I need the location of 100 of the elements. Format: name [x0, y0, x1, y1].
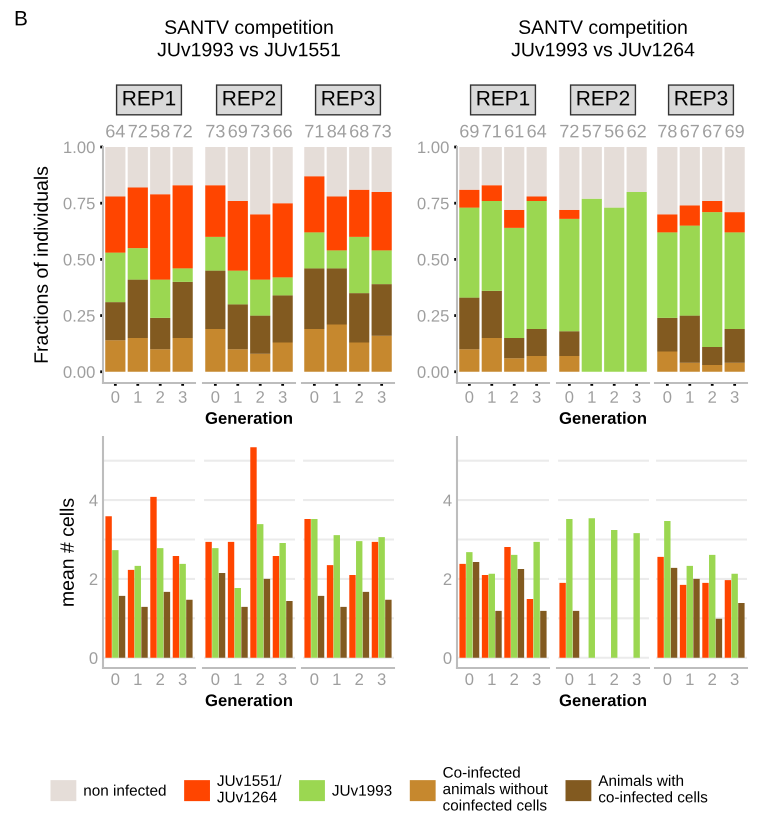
bar — [228, 349, 248, 372]
bar — [686, 566, 693, 658]
bar — [626, 192, 647, 372]
y-tick-label: 0.00 — [64, 366, 95, 378]
bar — [228, 147, 248, 201]
bar — [257, 524, 264, 658]
bar — [172, 282, 193, 338]
x-tick-label: 3 — [278, 391, 287, 403]
bar — [670, 568, 678, 658]
bar — [172, 147, 193, 186]
bar — [304, 268, 324, 330]
bar — [179, 564, 186, 658]
bar — [372, 336, 392, 372]
chart-title: REP3 — [675, 90, 728, 106]
bar — [349, 236, 370, 294]
bar — [205, 329, 226, 372]
bar — [150, 194, 170, 280]
text: 72 — [128, 124, 147, 138]
bar — [724, 329, 745, 363]
bar — [304, 176, 324, 232]
bar — [504, 147, 524, 210]
text: 73 — [372, 124, 391, 138]
bar — [482, 185, 502, 201]
bar — [385, 600, 392, 658]
bar — [128, 570, 134, 658]
y-axis-title: Fractions of individuals — [34, 166, 48, 362]
bar — [205, 147, 226, 186]
bar — [526, 196, 547, 201]
bar — [626, 147, 647, 192]
x-tick-label: 2 — [510, 391, 518, 403]
bar — [205, 542, 212, 658]
bar — [709, 554, 716, 658]
text: 57 — [582, 124, 601, 138]
bar — [693, 578, 700, 658]
bar — [702, 200, 722, 212]
bar — [264, 578, 270, 658]
bar — [311, 518, 318, 658]
x-tick-label: 2 — [256, 391, 264, 403]
x-tick-label: 0 — [565, 391, 574, 403]
bar — [326, 324, 347, 372]
bar — [128, 280, 148, 338]
bar — [472, 562, 480, 658]
bar — [128, 338, 148, 372]
bar — [272, 295, 293, 343]
bar — [318, 596, 324, 658]
text: 64 — [528, 124, 546, 138]
bar — [657, 147, 678, 214]
bar — [657, 214, 678, 232]
text: 69 — [460, 124, 479, 138]
y-tick-label: 0.25 — [418, 310, 449, 322]
bar — [205, 185, 226, 237]
x-tick-label: 3 — [632, 673, 641, 686]
chart-title: REP3 — [322, 90, 374, 106]
text: SANTV competition JUv1993 vs JUv1264 — [511, 20, 694, 56]
x-tick-label: 3 — [178, 673, 187, 686]
bar — [680, 362, 700, 372]
bar — [680, 226, 700, 316]
legend-label: Co-infected animals without coinfected cells — [443, 766, 548, 811]
bar — [680, 205, 700, 226]
y-tick-label: 0.25 — [64, 310, 95, 322]
bar — [172, 185, 193, 268]
bar — [326, 250, 347, 268]
bar — [459, 298, 480, 350]
x-tick-label: 1 — [234, 391, 242, 403]
bar — [304, 147, 324, 176]
x-tick-label: 0 — [310, 391, 318, 403]
bar — [526, 200, 547, 330]
text: 61 — [505, 124, 524, 138]
bar — [459, 147, 480, 190]
y-tick-label: 0.00 — [418, 366, 449, 378]
bar — [724, 147, 745, 212]
bar — [172, 338, 193, 372]
x-tick-label: 0 — [663, 391, 672, 403]
bar — [372, 284, 392, 336]
bar — [128, 147, 148, 188]
bar — [702, 147, 722, 201]
bar — [326, 196, 347, 250]
bar — [205, 270, 226, 330]
x-tick-label: 2 — [355, 673, 364, 685]
bar — [504, 358, 524, 372]
x-tick-label: 2 — [708, 673, 716, 685]
bar — [112, 550, 119, 658]
bar — [250, 147, 270, 214]
bar — [218, 573, 226, 658]
bar — [724, 212, 745, 232]
bar — [362, 592, 370, 658]
bar — [157, 548, 164, 658]
bar — [504, 338, 524, 358]
x-tick-label: 1 — [333, 391, 341, 403]
bar — [272, 203, 293, 278]
x-tick-label: 2 — [510, 673, 518, 685]
bar — [272, 342, 293, 372]
text: B — [16, 11, 27, 26]
legend-label: Animals with co-infected cells — [598, 774, 708, 802]
x-tick-label: 2 — [610, 391, 618, 403]
x-tick-label: 1 — [234, 673, 242, 685]
bar — [533, 542, 540, 658]
bar — [186, 600, 193, 658]
bar — [572, 610, 580, 658]
bar — [228, 270, 248, 304]
